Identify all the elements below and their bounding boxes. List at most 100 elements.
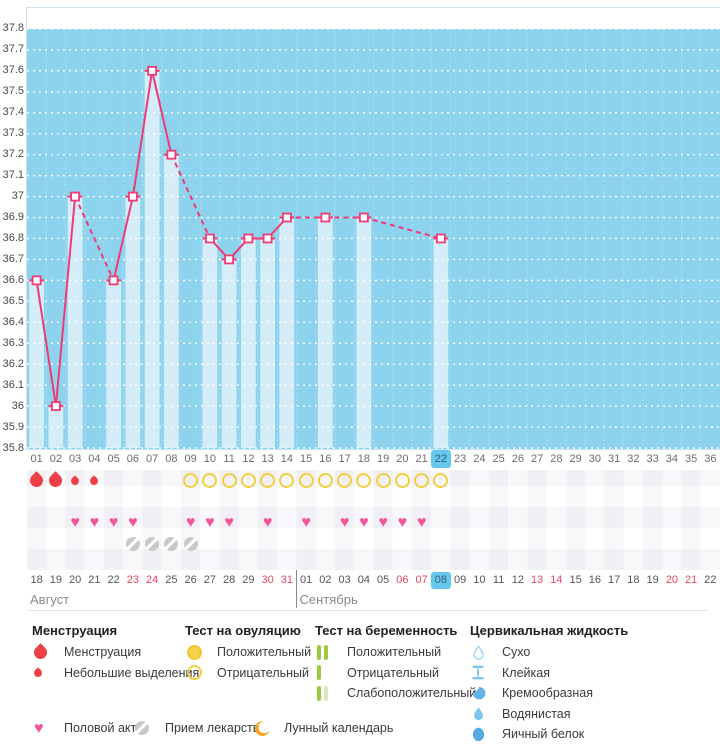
temperature-marker[interactable] bbox=[435, 233, 446, 244]
calendar-date[interactable]: 18 bbox=[627, 574, 640, 586]
cycle-day-20[interactable]: 20 bbox=[396, 453, 409, 465]
calendar-date[interactable]: 11 bbox=[492, 574, 505, 586]
cycle-day-05[interactable]: 05 bbox=[107, 453, 120, 465]
ovulation-test-icon[interactable] bbox=[412, 470, 431, 491]
temperature-marker[interactable] bbox=[166, 149, 177, 160]
intercourse-icon[interactable]: ♥ bbox=[70, 514, 80, 531]
ovulation-test-icon[interactable] bbox=[239, 470, 258, 491]
calendar-date[interactable]: 02 bbox=[319, 574, 332, 586]
cycle-day-09[interactable]: 09 bbox=[184, 453, 197, 465]
calendar-date[interactable]: 09 bbox=[454, 574, 467, 586]
temperature-marker[interactable] bbox=[243, 233, 254, 244]
cycle-day-08[interactable]: 08 bbox=[165, 453, 178, 465]
calendar-date[interactable]: 01 bbox=[300, 574, 313, 586]
cycle-day-34[interactable]: 34 bbox=[665, 453, 678, 465]
cycle-day-35[interactable]: 35 bbox=[685, 453, 698, 465]
temperature-marker[interactable] bbox=[262, 233, 273, 244]
menstruation-icon[interactable] bbox=[66, 470, 85, 491]
calendar-date[interactable]: 10 bbox=[473, 574, 486, 586]
cycle-day-13[interactable]: 13 bbox=[261, 453, 274, 465]
cycle-day-22[interactable]: 22 bbox=[431, 450, 451, 468]
cycle-day-29[interactable]: 29 bbox=[569, 453, 582, 465]
ovulation-test-icon[interactable] bbox=[181, 470, 200, 491]
cycle-day-21[interactable]: 21 bbox=[415, 453, 428, 465]
ovulation-test-icon[interactable] bbox=[431, 470, 450, 491]
intercourse-icon[interactable]: ♥ bbox=[301, 514, 311, 531]
intercourse-icon[interactable]: ♥ bbox=[359, 514, 369, 531]
calendar-date[interactable]: 17 bbox=[608, 574, 621, 586]
menstruation-icon[interactable] bbox=[46, 470, 66, 491]
temperature-marker[interactable] bbox=[147, 65, 157, 76]
ovulation-test-icon[interactable] bbox=[297, 470, 316, 491]
calendar-date[interactable]: 18 bbox=[30, 574, 43, 586]
ovulation-test-icon[interactable] bbox=[200, 470, 219, 491]
intercourse-icon[interactable]: ♥ bbox=[262, 514, 273, 531]
cycle-day-11[interactable]: 11 bbox=[223, 453, 235, 465]
calendar-date[interactable]: 20 bbox=[665, 574, 678, 586]
temperature-marker[interactable] bbox=[50, 401, 61, 411]
cycle-day-31[interactable]: 31 bbox=[608, 453, 621, 465]
cycle-day-36[interactable]: 36 bbox=[704, 453, 717, 465]
temperature-marker[interactable] bbox=[281, 212, 292, 223]
cycle-day-32[interactable]: 32 bbox=[627, 453, 640, 465]
menstruation-icon[interactable] bbox=[27, 470, 46, 491]
medication-icon[interactable] bbox=[143, 533, 162, 554]
temperature-marker[interactable] bbox=[358, 212, 369, 223]
intercourse-icon[interactable]: ♥ bbox=[128, 514, 138, 531]
temperature-marker[interactable] bbox=[320, 212, 331, 223]
cycle-day-14[interactable]: 14 bbox=[280, 453, 293, 465]
calendar-date[interactable]: 25 bbox=[165, 574, 178, 586]
temperature-marker[interactable] bbox=[108, 275, 119, 286]
calendar-date[interactable]: 12 bbox=[511, 574, 524, 586]
medication-icon[interactable] bbox=[123, 533, 142, 554]
calendar-date[interactable]: 06 bbox=[396, 574, 409, 586]
cycle-day-02[interactable]: 02 bbox=[49, 453, 62, 465]
cycle-day-19[interactable]: 19 bbox=[377, 453, 390, 465]
medication-icon[interactable] bbox=[181, 533, 200, 554]
temperature-marker[interactable] bbox=[204, 233, 215, 244]
medication-icon[interactable] bbox=[162, 533, 181, 554]
cycle-day-30[interactable]: 30 bbox=[588, 453, 601, 465]
temperature-marker[interactable] bbox=[224, 254, 235, 265]
calendar-date[interactable]: 04 bbox=[357, 574, 370, 586]
temperature-marker[interactable] bbox=[31, 275, 42, 286]
calendar-date[interactable]: 24 bbox=[146, 574, 159, 586]
cycle-day-18[interactable]: 18 bbox=[357, 453, 370, 465]
cycle-day-12[interactable]: 12 bbox=[242, 453, 255, 465]
calendar-date[interactable]: 07 bbox=[415, 574, 428, 586]
temperature-marker[interactable] bbox=[70, 191, 80, 202]
intercourse-icon[interactable]: ♥ bbox=[108, 514, 119, 531]
cycle-day-01[interactable]: 01 bbox=[30, 453, 43, 465]
calendar-date[interactable]: 15 bbox=[569, 574, 582, 586]
cycle-day-33[interactable]: 33 bbox=[646, 453, 659, 465]
cycle-day-07[interactable]: 07 bbox=[146, 453, 159, 465]
cycle-day-24[interactable]: 24 bbox=[473, 453, 486, 465]
calendar-date[interactable]: 14 bbox=[550, 574, 563, 586]
calendar-date[interactable]: 31 bbox=[280, 574, 293, 586]
calendar-date[interactable]: 21 bbox=[685, 574, 698, 586]
cycle-day-16[interactable]: 16 bbox=[319, 453, 332, 465]
cycle-day-03[interactable]: 03 bbox=[69, 453, 82, 465]
cycle-day-06[interactable]: 06 bbox=[126, 453, 139, 465]
intercourse-icon[interactable]: ♥ bbox=[339, 514, 350, 531]
menstruation-icon[interactable] bbox=[85, 470, 104, 491]
calendar-date[interactable]: 27 bbox=[203, 574, 216, 586]
intercourse-icon[interactable]: ♥ bbox=[89, 514, 100, 531]
calendar-date[interactable]: 19 bbox=[49, 574, 62, 586]
cycle-day-10[interactable]: 10 bbox=[203, 453, 216, 465]
calendar-date[interactable]: 22 bbox=[107, 574, 120, 586]
calendar-date[interactable]: 30 bbox=[261, 574, 274, 586]
calendar-date[interactable]: 23 bbox=[126, 574, 139, 586]
calendar-date[interactable]: 19 bbox=[646, 574, 659, 586]
intercourse-icon[interactable]: ♥ bbox=[397, 514, 408, 531]
ovulation-test-icon[interactable] bbox=[220, 470, 239, 491]
cycle-day-17[interactable]: 17 bbox=[338, 453, 351, 465]
calendar-date[interactable]: 16 bbox=[588, 574, 601, 586]
calendar-date[interactable]: 03 bbox=[338, 574, 351, 586]
cycle-day-26[interactable]: 26 bbox=[511, 453, 524, 465]
calendar-date[interactable]: 29 bbox=[242, 574, 255, 586]
ovulation-test-icon[interactable] bbox=[354, 470, 373, 491]
cycle-day-27[interactable]: 27 bbox=[531, 453, 544, 465]
cycle-day-23[interactable]: 23 bbox=[454, 453, 467, 465]
cycle-day-15[interactable]: 15 bbox=[300, 453, 313, 465]
